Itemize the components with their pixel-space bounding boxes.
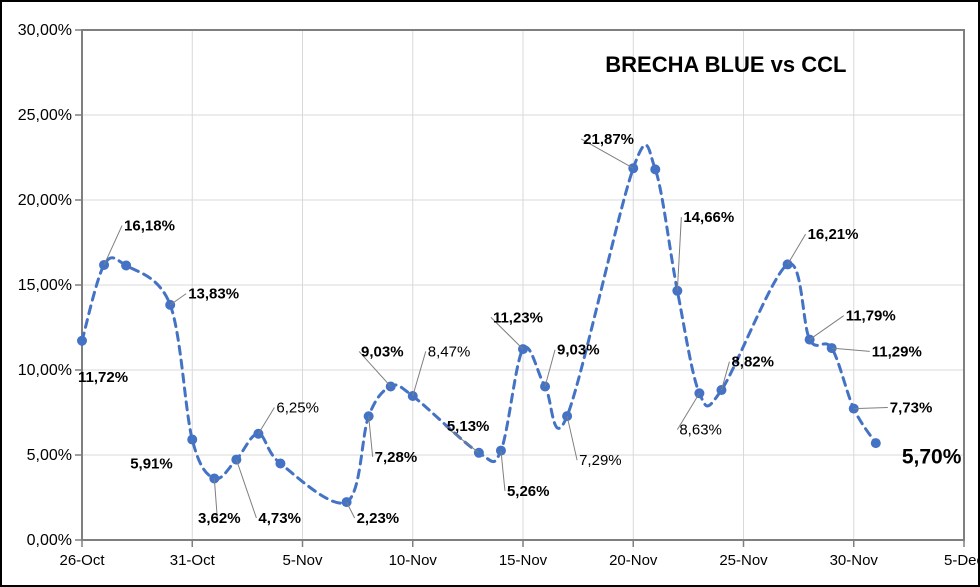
data-label: 16,18% <box>124 218 175 235</box>
y-tick-label: 25,00% <box>18 107 72 124</box>
y-tick-label: 0,00% <box>27 532 72 549</box>
x-tick-label: 20-Nov <box>609 552 658 569</box>
x-tick-label: 5-Nov <box>282 552 323 569</box>
data-label: 5,91% <box>130 456 173 473</box>
data-marker <box>650 164 660 174</box>
data-label: 7,29% <box>579 452 622 469</box>
data-label: 9,03% <box>557 342 600 359</box>
x-tick-label: 26-Oct <box>59 552 105 569</box>
data-label: 8,82% <box>731 354 774 371</box>
data-label: 7,28% <box>375 449 418 466</box>
data-label: 11,72% <box>78 369 128 386</box>
data-label: 16,21% <box>808 226 859 243</box>
data-label: 8,63% <box>679 422 722 439</box>
data-marker <box>187 435 197 445</box>
data-label: 2,23% <box>357 510 400 527</box>
chart-container: 0,00% 5,00% 10,00% 15,00% 20,00% 25,00% 30,00%… <box>0 0 980 587</box>
x-tick-label: 15-Nov <box>499 552 548 569</box>
data-label: 13,83% <box>188 286 239 303</box>
y-tick-label: 5,00% <box>27 447 72 464</box>
data-label: 8,47% <box>428 343 471 360</box>
data-label: 11,29% <box>872 343 922 360</box>
y-tick-label: 30,00% <box>18 22 72 39</box>
data-label: 4,73% <box>258 510 301 527</box>
x-tick-label: 30-Nov <box>830 552 879 569</box>
y-tick-label: 10,00% <box>18 362 72 379</box>
data-label: 7,73% <box>890 400 933 417</box>
data-marker <box>121 260 131 270</box>
data-label: 14,66% <box>683 209 734 226</box>
line-chart: 0,00% 5,00% 10,00% 15,00% 20,00% 25,00% 30,00%… <box>0 0 980 587</box>
data-label: 3,62% <box>198 510 241 527</box>
data-label: 6,25% <box>276 400 319 417</box>
data-marker <box>275 459 285 469</box>
data-label: 5,26% <box>507 483 550 500</box>
chart-title: BRECHA BLUE vs CCL <box>605 52 846 77</box>
y-tick-label: 15,00% <box>18 277 72 294</box>
data-label: 11,23% <box>493 309 543 326</box>
data-label: 11,79% <box>846 308 896 325</box>
x-tick-label: 5-Dec <box>944 552 980 569</box>
data-marker <box>871 438 881 448</box>
data-label: 9,03% <box>361 343 404 360</box>
x-tick-label: 25-Nov <box>719 552 768 569</box>
data-label: 21,87% <box>583 131 634 148</box>
data-label: 5,13% <box>447 418 490 435</box>
x-tick-label: 31-Oct <box>170 552 216 569</box>
x-tick-label: 10-Nov <box>389 552 438 569</box>
y-tick-label: 20,00% <box>18 192 72 209</box>
data-marker <box>77 336 87 346</box>
data-label: 5,70% <box>902 446 962 469</box>
